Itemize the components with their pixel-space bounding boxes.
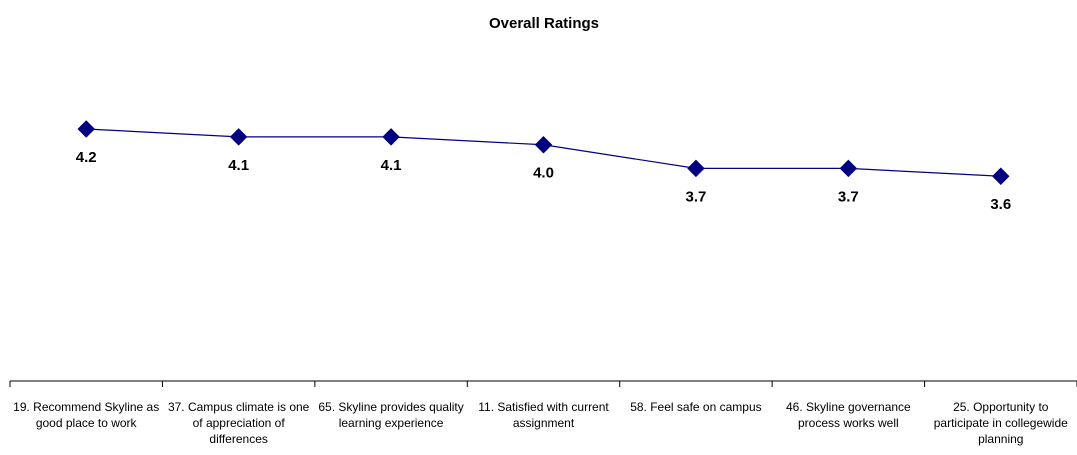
x-tick-label: 11. Satisfied with current assignment bbox=[478, 400, 609, 430]
x-tick-label: 37. Campus climate is one of appreciatio… bbox=[167, 400, 310, 446]
marker bbox=[992, 167, 1010, 185]
marker bbox=[687, 159, 705, 178]
marker bbox=[382, 128, 400, 146]
marker bbox=[839, 159, 858, 178]
data-label: 3.7 bbox=[838, 188, 859, 205]
x-tick-label: 19. Recommend Skyline as good place to w… bbox=[13, 400, 160, 430]
marker bbox=[77, 120, 95, 138]
data-label: 4.2 bbox=[76, 149, 97, 166]
data-label: 4.1 bbox=[381, 157, 402, 174]
data-label: 4.0 bbox=[533, 165, 554, 182]
marker bbox=[534, 136, 553, 154]
x-tick-label: 65. Skyline provides quality learning ex… bbox=[318, 400, 464, 430]
data-label: 3.6 bbox=[990, 196, 1011, 213]
data-label: 4.1 bbox=[228, 157, 249, 174]
marker bbox=[229, 128, 248, 146]
data-label: 3.7 bbox=[685, 188, 706, 205]
x-tick-label: 25. Opportunity to participate in colleg… bbox=[933, 400, 1068, 446]
chart-title: Overall Ratings bbox=[489, 15, 599, 32]
x-tick-label: 46. Skyline governance process works wel… bbox=[785, 400, 911, 430]
x-tick-label: 58. Feel safe on campus bbox=[630, 400, 762, 414]
